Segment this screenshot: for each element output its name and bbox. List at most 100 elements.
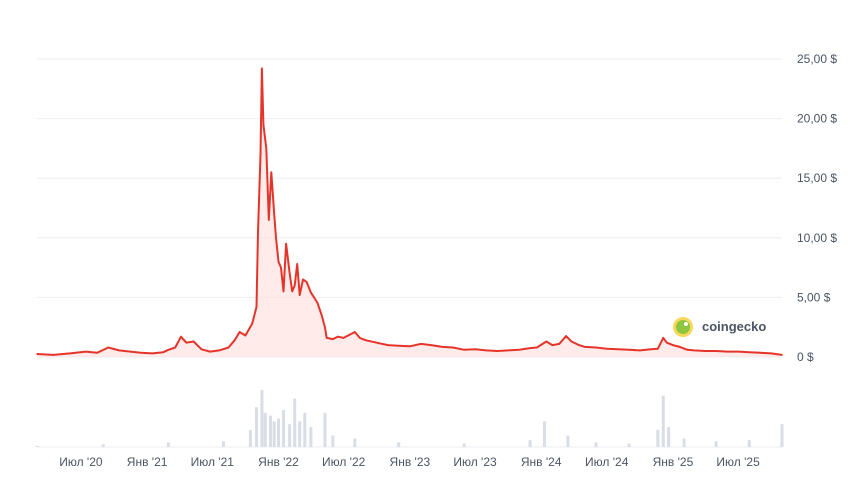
x-tick-label-7: Янв '24 [521,455,562,469]
price-point-60 [409,345,411,348]
volume-bar-22 [528,440,532,447]
price-point-94 [715,350,717,352]
price-line [36,67,783,356]
grid-lines [37,58,782,448]
volume-bar-17 [323,412,327,447]
price-point-23 [251,322,254,325]
price-point-95 [726,350,729,353]
price-point-26 [259,153,262,156]
price-point-18 [218,349,220,352]
volume-bar-2 [166,442,170,447]
price-points [36,67,783,356]
price-point-32 [273,213,275,215]
price-point-14 [185,341,188,344]
price-point-85 [650,348,652,351]
price-point-46 [313,296,315,299]
price-point-54 [353,331,356,333]
volume-bar-4 [248,429,252,447]
x-tick-label-4: Июл '22 [322,455,366,469]
x-tick-label-2: Июл '21 [191,455,235,469]
y-tick-label-2: 10,00 $ [797,231,837,245]
volume-bar-15 [303,412,307,447]
price-point-75 [558,343,561,345]
price-point-58 [387,344,389,346]
price-point-44 [305,281,308,283]
price-point-52 [337,335,339,338]
price-point-49 [324,326,326,329]
volume-bar-5 [255,407,259,447]
price-point-55 [359,337,361,339]
x-tick-label-3: Янв '22 [258,455,299,469]
price-point-4 [96,352,98,354]
price-point-42 [298,294,301,296]
price-point-83 [628,349,630,351]
price-point-68 [496,350,499,352]
price-point-93 [704,350,707,352]
volume-bar-0 [35,445,39,447]
price-point-21 [238,331,241,333]
price-point-38 [288,272,291,275]
price-point-11 [167,349,170,351]
price-point-78 [578,344,580,346]
x-tick-label-9: Янв '25 [653,455,694,469]
price-point-29 [265,147,268,150]
price-point-88 [666,341,668,344]
y-tick-label-5: 25,00 $ [797,52,837,66]
volume-bar-33 [780,424,784,447]
price-point-89 [672,344,674,346]
price-point-91 [686,349,689,351]
coingecko-gecko-icon-inner [676,320,690,334]
price-point-82 [617,348,619,351]
y-tick-label-0: 0 $ [797,350,814,364]
price-point-12 [174,346,177,349]
price-point-37 [285,242,287,245]
volume-bar-11 [282,409,286,447]
price-point-59 [397,344,400,347]
price-point-87 [662,337,665,339]
volume-bar-3 [221,441,225,447]
price-point-90 [678,346,681,348]
price-point-84 [639,349,641,352]
volume-bar-13 [293,398,297,447]
volume-bar-9 [272,421,276,447]
price-point-67 [485,349,487,352]
price-point-16 [200,348,203,351]
coingecko-gecko-eye [684,322,688,326]
price-point-64 [452,346,454,349]
volume-bar-10 [276,418,280,447]
price-point-28 [262,123,265,126]
y-axis-ticks: 0 $ 5,00 $ 10,00 $ 15,00 $ 20,00 $ 25,00 $ [797,52,837,364]
price-point-39 [291,290,293,293]
x-tick-label-8: Июл '24 [585,455,629,469]
price-point-24 [255,306,258,308]
volume-bar-24 [566,435,570,447]
price-point-17 [209,350,211,353]
price-point-92 [693,349,695,352]
price-point-15 [192,340,195,343]
price-point-41 [296,263,299,265]
price-point-20 [233,339,236,342]
price-point-98 [759,352,762,354]
price-point-97 [748,351,751,354]
price-point-71 [529,347,531,349]
volume-bar-30 [682,438,686,447]
volume-bar-25 [594,442,598,447]
price-point-6 [118,349,120,352]
price-point-70 [518,349,521,351]
volume-bars [35,390,784,447]
volume-bar-1 [101,444,105,447]
volume-bar-21 [462,443,466,447]
price-point-3 [85,350,87,353]
price-point-66 [474,348,476,351]
price-point-96 [737,350,739,353]
price-point-35 [280,266,282,269]
price-point-62 [430,344,432,346]
price-point-99 [770,352,773,355]
volume-bar-6 [260,390,264,447]
y-tick-label-1: 5,00 $ [797,290,831,304]
price-point-86 [657,347,659,350]
price-point-45 [310,291,312,294]
price-point-34 [277,260,280,263]
price-point-0 [36,353,38,355]
